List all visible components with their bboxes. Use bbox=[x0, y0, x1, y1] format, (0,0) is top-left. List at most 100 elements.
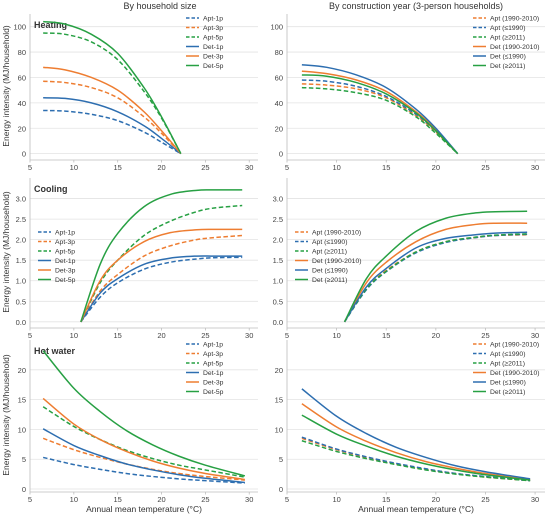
series-line-det-1990-2010 bbox=[343, 222, 528, 323]
x-tick-label: 5 bbox=[28, 495, 32, 504]
series-line-det-1990 bbox=[301, 388, 531, 480]
series-line-apt-1990-2010 bbox=[301, 83, 459, 155]
y-tick-label: 0.5 bbox=[273, 297, 283, 306]
legend-label: Det-5p bbox=[55, 277, 76, 284]
series-line-det-5p bbox=[43, 20, 182, 154]
x-tick-label: 25 bbox=[481, 331, 489, 340]
series-line-det-1990-2010 bbox=[301, 70, 459, 155]
x-tick-label: 30 bbox=[245, 495, 253, 504]
y-tick-label: 2.0 bbox=[273, 236, 283, 245]
y-tick-label: 2.5 bbox=[273, 215, 283, 224]
y-tick-label: 80 bbox=[275, 48, 283, 57]
series-line-apt-3p bbox=[43, 80, 182, 155]
panel-3: 0.0 0.5 1.0 1.5 2.0 2.5 3.0 5 10 15 20 25 30 Cooling A… bbox=[16, 178, 258, 340]
x-tick-label: 30 bbox=[245, 331, 253, 340]
y-tick-label: 0.0 bbox=[273, 318, 283, 327]
legend-label: Det-1p bbox=[203, 370, 224, 377]
y-tick-label: 2.0 bbox=[16, 236, 26, 245]
legend: Apt-1p Apt-3p Apt-5p Det-1p Det-3p Det-5p bbox=[186, 16, 224, 70]
legend-label: Det (≥2011) bbox=[490, 63, 525, 70]
x-tick-label: 20 bbox=[432, 331, 440, 340]
y-tick-label: 0 bbox=[279, 150, 283, 159]
x-tick-label: 10 bbox=[70, 331, 78, 340]
x-tick-label: 10 bbox=[332, 495, 340, 504]
y-axis-label-heating: Energy intensity (MJ/household) bbox=[1, 25, 11, 147]
x-tick-label: 25 bbox=[201, 331, 209, 340]
y-tick-label: 0.0 bbox=[16, 318, 26, 327]
x-tick-label: 25 bbox=[481, 163, 489, 172]
legend-label: Det (1990-2010) bbox=[490, 44, 540, 51]
x-tick-label: 25 bbox=[481, 495, 489, 504]
legend-label: Apt (≥2011) bbox=[490, 361, 525, 368]
x-tick-label: 10 bbox=[332, 163, 340, 172]
y-tick-label: 20 bbox=[18, 366, 26, 375]
y-tick-label: 20 bbox=[275, 124, 283, 133]
y-tick-label: 0 bbox=[22, 485, 26, 494]
y-tick-label: 1.5 bbox=[16, 256, 26, 265]
y-tick-label: 10 bbox=[275, 425, 283, 434]
y-axis-label-cooling: Energy intensity (MJ/household) bbox=[1, 191, 11, 313]
y-tick-label: 0 bbox=[279, 485, 283, 494]
legend-label: Apt-5p bbox=[203, 35, 223, 42]
y-tick-label: 1.0 bbox=[16, 277, 26, 286]
x-tick-label: 5 bbox=[285, 163, 289, 172]
series-line-apt-1p bbox=[80, 256, 243, 323]
legend-label: Det (≤1990) bbox=[490, 54, 526, 61]
y-tick-label: 10 bbox=[18, 425, 26, 434]
x-tick-label: 10 bbox=[332, 331, 340, 340]
series-line-apt-1p bbox=[43, 109, 182, 155]
legend: Apt (1990-2010) Apt (≤1990) Apt (≥2011) Det… bbox=[473, 342, 540, 396]
legend-label: Det (1990-2010) bbox=[490, 370, 540, 377]
x-tick-label: 30 bbox=[531, 331, 539, 340]
y-tick-label: 0 bbox=[22, 150, 26, 159]
x-tick-label: 30 bbox=[245, 163, 253, 172]
series-line-det-5p bbox=[42, 350, 246, 477]
x-tick-label: 20 bbox=[157, 331, 165, 340]
y-axis-label-hot-water: Energy intensity (MJ/household) bbox=[1, 354, 11, 476]
y-tick-label: 2.5 bbox=[16, 215, 26, 224]
y-tick-label: 100 bbox=[270, 23, 283, 32]
y-tick-label: 40 bbox=[18, 99, 26, 108]
y-tick-label: 0.5 bbox=[16, 297, 26, 306]
x-tick-label: 5 bbox=[285, 495, 289, 504]
legend-label: Apt-5p bbox=[55, 249, 75, 256]
series-line-apt-5p bbox=[43, 32, 182, 155]
x-tick-label: 25 bbox=[201, 495, 209, 504]
x-tick-label: 5 bbox=[28, 331, 32, 340]
series-line-apt-5p bbox=[42, 406, 245, 478]
x-tick-label: 20 bbox=[432, 495, 440, 504]
x-tick-label: 15 bbox=[382, 495, 390, 504]
y-tick-label: 20 bbox=[275, 366, 283, 375]
series-line-det-3p bbox=[42, 397, 245, 481]
legend-label: Apt-3p bbox=[203, 351, 223, 358]
legend-label: Det-1p bbox=[203, 44, 224, 51]
y-tick-label: 3.0 bbox=[273, 195, 283, 204]
y-tick-label: 1.0 bbox=[273, 277, 283, 286]
x-tick-label: 20 bbox=[432, 163, 440, 172]
series-line-det-2011 bbox=[301, 74, 459, 155]
series-line-det-3p bbox=[43, 66, 182, 155]
legend-label: Apt (≥2011) bbox=[312, 249, 347, 256]
legend-label: Apt (≥2011) bbox=[490, 35, 525, 42]
column-title-household-size: By household size bbox=[123, 1, 196, 11]
x-tick-label: 30 bbox=[531, 495, 539, 504]
x-tick-label: 25 bbox=[201, 163, 209, 172]
series-line-apt-1p bbox=[42, 456, 245, 484]
column-title-construction-year: By construction year (3-person household… bbox=[329, 1, 503, 11]
legend-label: Apt (≤1990) bbox=[312, 239, 347, 246]
x-tick-label: 30 bbox=[531, 163, 539, 172]
series-line-det-1p bbox=[43, 97, 182, 155]
legend: Apt-1p Apt-3p Apt-5p Det-1p Det-3p Det-5p bbox=[38, 230, 76, 284]
legend-label: Apt (≤1990) bbox=[490, 25, 525, 32]
legend-label: Apt-1p bbox=[55, 230, 75, 237]
legend-label: Det (≤1990) bbox=[490, 380, 526, 387]
y-tick-label: 15 bbox=[18, 396, 26, 405]
x-tick-label: 15 bbox=[114, 163, 122, 172]
x-axis-label: Annual mean temperature (°C) bbox=[86, 504, 202, 514]
y-tick-label: 60 bbox=[275, 73, 283, 82]
legend-label: Apt (1990-2010) bbox=[312, 230, 361, 237]
x-tick-label: 10 bbox=[70, 495, 78, 504]
x-tick-label: 5 bbox=[285, 331, 289, 340]
